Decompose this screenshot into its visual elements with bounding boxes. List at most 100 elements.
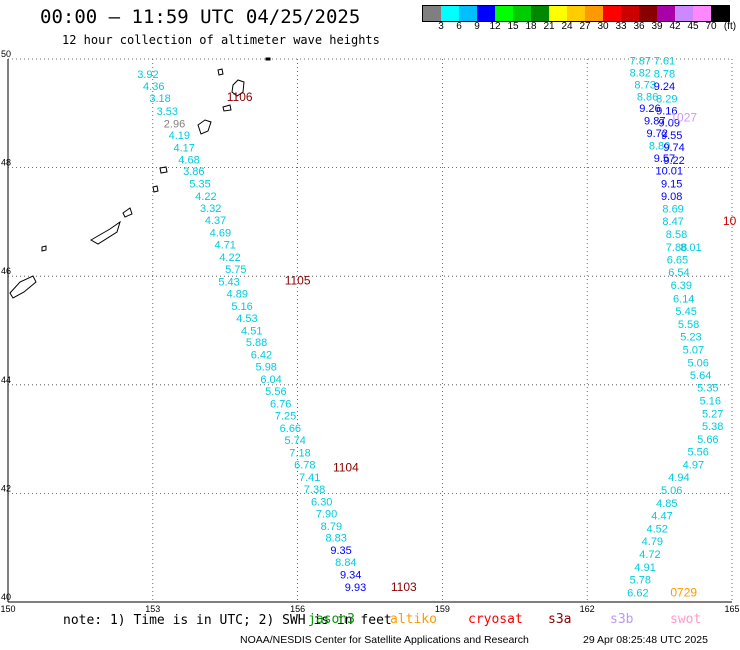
wave-height-label: 8.79 (321, 521, 342, 533)
island-shape (122, 207, 133, 218)
wave-height-label: 10.01 (655, 166, 683, 178)
wave-height-label: 4.37 (205, 215, 226, 227)
map-title: 00:00 – 11:59 UTC 04/25/2025 (40, 6, 361, 28)
time-label: 1104 (333, 461, 359, 475)
color-swatch (567, 6, 585, 21)
wave-height-label: 5.74 (284, 435, 305, 447)
wave-height-label: 7.88 (666, 242, 687, 254)
wave-height-label: 4.22 (219, 252, 240, 264)
color-scale-label: 45 (687, 21, 699, 32)
color-swatch (495, 6, 513, 21)
wave-height-label: 2.96 (164, 118, 185, 130)
wave-height-label: 8.69 (662, 204, 683, 216)
wave-height-label: 9.08 (661, 191, 682, 203)
wave-height-label: 5.23 (680, 331, 701, 343)
time-label: 1027 (670, 110, 697, 124)
wave-height-label: 4.17 (173, 142, 194, 154)
satellite-legend-item: cryosat (468, 612, 523, 627)
wave-height-label: 5.56 (265, 386, 286, 398)
wave-height-label: 6.30 (311, 496, 332, 508)
wave-height-label: 5.16 (231, 301, 252, 313)
color-swatch (711, 6, 729, 21)
color-scale-label: 9 (474, 21, 480, 32)
color-scale-bar (422, 5, 730, 22)
wave-height-label: 4.91 (634, 562, 655, 574)
color-scale-label: 21 (543, 21, 555, 32)
lat-tick-label: 40 (1, 592, 11, 602)
color-scale-label: 36 (633, 21, 645, 32)
wave-height-label: 7.18 (289, 447, 310, 459)
island-shape (222, 104, 232, 112)
wave-height-label: 7.38 (304, 484, 325, 496)
wave-height-label: 4.19 (169, 130, 190, 142)
altimeter-tracks: 3.924.363.183.532.964.194.174.683.865.35… (137, 55, 736, 599)
satellite-legend-item: s3a (548, 612, 572, 627)
satellite-legend-item: swot (670, 612, 702, 627)
wave-height-label: 5.56 (688, 446, 709, 458)
map-subtitle: 12 hour collection of altimeter wave hei… (62, 33, 380, 47)
footer-credit: NOAA/NESDIS Center for Satellite Applica… (240, 634, 529, 646)
wave-height-label: 5.38 (702, 421, 723, 433)
wave-height-label: 4.72 (639, 549, 660, 561)
wave-height-label: 9.34 (340, 570, 361, 582)
color-swatch (531, 6, 549, 21)
wave-height-label: 4.36 (143, 81, 164, 93)
wave-height-label: 8.58 (666, 229, 687, 241)
island-shape (41, 245, 47, 252)
wave-height-label: 6.04 (260, 374, 281, 386)
island-shape (9, 275, 37, 299)
wave-height-label: 6.65 (667, 255, 688, 267)
wave-height-label: 9.72 (646, 128, 667, 140)
wave-height-label: 4.22 (195, 191, 216, 203)
lat-tick-label: 50 (1, 49, 11, 59)
wave-height-label: 4.89 (227, 288, 248, 300)
wave-height-label: 5.64 (690, 370, 711, 382)
color-swatch (513, 6, 531, 21)
lon-tick-label: 159 (435, 604, 450, 614)
wave-height-label: 6.14 (673, 293, 694, 305)
color-scale-label: 12 (489, 21, 501, 32)
wave-height-label: 3.92 (137, 69, 158, 81)
color-swatch (441, 6, 459, 21)
wave-height-label: 9.22 (663, 155, 684, 167)
wave-height-label: 8.73 (634, 79, 655, 91)
lat-tick-label: 48 (1, 158, 11, 168)
wave-height-label: 3.53 (157, 106, 178, 118)
satellite-legend-item: jason3 (308, 612, 355, 627)
lon-tick-label: 165 (724, 604, 739, 614)
time-label: 1106 (227, 90, 253, 104)
footnote: note: 1) Time is in UTC; 2) SWH is in fe… (63, 613, 392, 628)
island-shape (231, 79, 245, 97)
wave-height-label: 6.54 (668, 267, 689, 279)
wave-height-label: 4.47 (651, 510, 672, 522)
wave-height-label: 5.06 (661, 485, 682, 497)
lon-tick-label: 153 (145, 604, 160, 614)
color-swatch (477, 6, 495, 21)
lon-tick-label: 162 (580, 604, 595, 614)
color-scale-label: 42 (669, 21, 681, 32)
wave-height-label: 9.87 (644, 116, 665, 128)
color-scale-unit: (ft) (723, 21, 737, 32)
wave-height-label: 7.41 (299, 472, 320, 484)
color-swatch (675, 6, 693, 21)
wave-height-label: 5.06 (688, 357, 709, 369)
wave-height-label: 8.82 (630, 67, 651, 79)
satellite-legend-item: altiko (390, 612, 437, 627)
wave-height-label: 4.51 (241, 325, 262, 337)
wave-height-label: 8.80 (649, 141, 670, 153)
wave-height-label: 8.47 (662, 216, 683, 228)
color-scale-label: 3 (438, 21, 444, 32)
lat-tick-label: 46 (1, 266, 11, 276)
color-scale-label: 6 (456, 21, 462, 32)
wave-height-label: 5.78 (630, 575, 651, 587)
wave-height-label: 6.39 (671, 280, 692, 292)
color-scale-label: 70 (705, 21, 717, 32)
color-swatch (657, 6, 675, 21)
coastline (9, 57, 271, 299)
wave-height-label: 5.45 (675, 306, 696, 318)
color-scale-label: 15 (507, 21, 519, 32)
wave-height-label: 4.52 (646, 523, 667, 535)
wave-height-label: 9.09 (659, 117, 680, 129)
wave-height-label: 9.16 (656, 105, 677, 117)
wave-height-label: 5.35 (697, 382, 718, 394)
